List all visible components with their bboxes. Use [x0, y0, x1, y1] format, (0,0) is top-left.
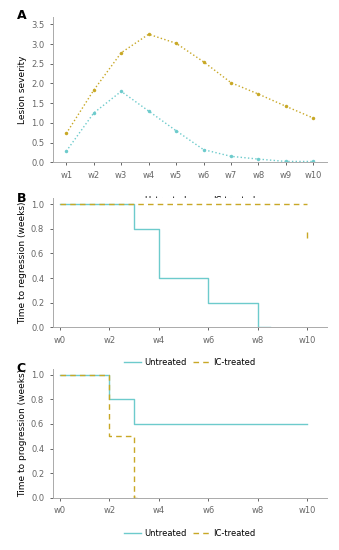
Legend: Untreated, IC-treated: Untreated, IC-treated [121, 525, 259, 541]
Text: B: B [17, 191, 26, 205]
Y-axis label: Lesion severity: Lesion severity [18, 55, 27, 124]
Y-axis label: Time to progression (weeks): Time to progression (weeks) [18, 369, 27, 497]
Text: C: C [17, 362, 26, 375]
Y-axis label: Time to regression (weeks): Time to regression (weeks) [18, 201, 27, 324]
Text: A: A [17, 9, 26, 22]
Legend: Untreated, IC-treated: Untreated, IC-treated [121, 192, 259, 208]
Legend: Untreated, IC-treated: Untreated, IC-treated [121, 355, 259, 370]
